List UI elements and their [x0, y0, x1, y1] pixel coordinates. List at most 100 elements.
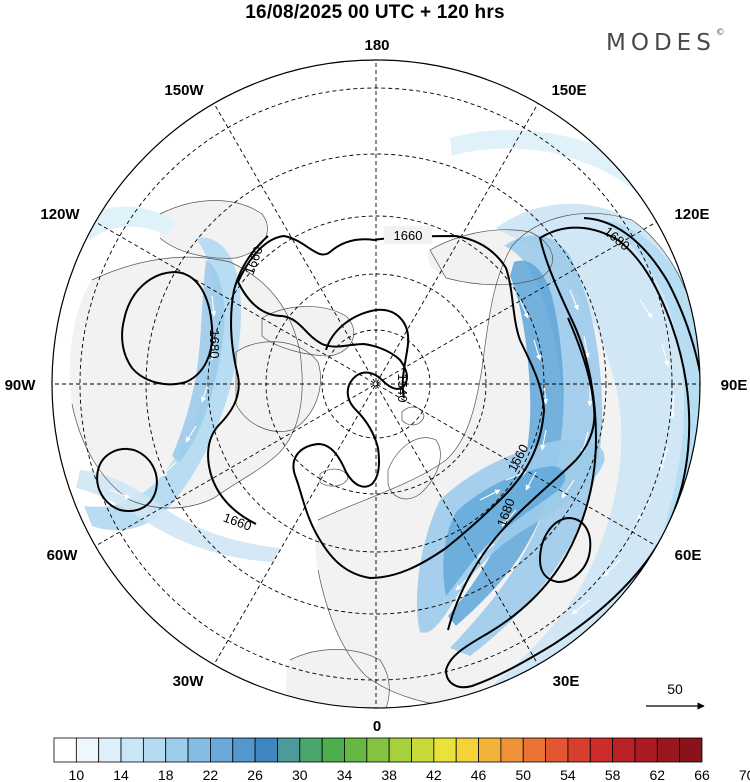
- wind-vector: [479, 489, 501, 501]
- colorbar-swatch: [254, 737, 278, 763]
- coast-arctic-islands: [261, 306, 355, 357]
- meridian-150: [211, 99, 541, 669]
- meridian-120: [91, 219, 661, 549]
- colorbar-label: 70: [739, 767, 750, 782]
- graticule: [52, 60, 700, 708]
- wind-vector: [209, 339, 216, 361]
- colorbar-swatch: [656, 737, 681, 763]
- coast-greenland: [235, 341, 321, 432]
- coast-iceland: [319, 468, 349, 487]
- colorbar-label: 18: [158, 767, 174, 782]
- colorbar-label: 22: [203, 767, 219, 782]
- wind-vector: [109, 489, 131, 499]
- wind-vector: [571, 599, 591, 615]
- colorbar-swatch: [679, 737, 703, 763]
- reference-vector: 50: [646, 681, 705, 710]
- colorbar-swatch: [344, 737, 368, 763]
- wind-vector: [583, 335, 590, 359]
- lon-label-180: 180: [364, 37, 389, 54]
- colorbar-swatch: [232, 737, 256, 763]
- jet-north-america: [84, 237, 242, 531]
- colorbar: [53, 737, 703, 763]
- colorbar-swatch: [187, 737, 211, 763]
- colorbar-label: 58: [605, 767, 621, 782]
- height-contours: [96, 217, 700, 689]
- wind-vector: [200, 383, 209, 403]
- coastlines: [71, 200, 700, 708]
- map-border: [51, 59, 701, 709]
- jet-asia-core: [448, 260, 564, 626]
- land-alaska: [160, 200, 268, 259]
- jet-beringia: [450, 129, 660, 196]
- colorbar-swatch: [612, 737, 636, 763]
- colorbar-swatch: [500, 737, 524, 763]
- colorbar-swatch: [522, 737, 546, 763]
- wind-vector: [533, 339, 542, 361]
- jet-asia-inner: [450, 235, 603, 656]
- colorbar-swatch: [433, 737, 457, 763]
- wind-vector: [540, 429, 547, 451]
- coast-siberia: [429, 229, 553, 286]
- colorbar-label: 42: [426, 767, 442, 782]
- wind-vector: [501, 509, 517, 527]
- coast-eurasia: [317, 213, 700, 521]
- meridian-60: [91, 219, 661, 549]
- contour-1680-na-loop: [121, 270, 214, 386]
- land-africa: [285, 649, 390, 708]
- lon-label-30w: 30W: [173, 673, 205, 690]
- colorbar-label: 62: [650, 767, 666, 782]
- contour-label-1540: 1540: [395, 374, 410, 403]
- coast-svalbard: [401, 406, 425, 426]
- wind-vector: [569, 289, 579, 311]
- lon-label-120w: 120W: [40, 206, 80, 223]
- colorbar-swatch: [98, 737, 122, 763]
- contour-1660-atl-loop: [96, 448, 158, 512]
- coast-scandinavia: [387, 437, 441, 500]
- colorbar-swatch: [366, 737, 390, 763]
- colorbar-label: 46: [471, 767, 487, 782]
- contour-1660-west: [207, 235, 269, 525]
- colorbar-label: 38: [381, 767, 397, 782]
- wind-vector: [559, 161, 581, 171]
- lon-label-150e: 150E: [551, 82, 586, 99]
- colorbar-swatch: [634, 737, 658, 763]
- land-arctic-archipelago: [262, 306, 354, 356]
- wind-vector: [603, 559, 621, 577]
- modes-logo: MODES©: [606, 28, 725, 56]
- colorbar-label: 30: [292, 767, 308, 782]
- map-title: 16/08/2025 00 UTC + 120 hrs: [245, 2, 505, 23]
- colorbar-label: 10: [69, 767, 85, 782]
- jet-atlantic: [76, 470, 280, 562]
- colorbar-swatch: [545, 737, 569, 763]
- wind-vector: [210, 295, 217, 317]
- jet-pacific: [80, 206, 176, 240]
- colorbar-label: 50: [515, 767, 531, 782]
- lon-label-120e: 120E: [674, 206, 709, 223]
- contour-label-1680: 1680: [207, 330, 222, 359]
- jet-far-east: [600, 220, 700, 534]
- colorbar-swatch: [120, 737, 144, 763]
- colorbar-label: 34: [337, 767, 353, 782]
- colorbar-swatch: [455, 737, 479, 763]
- colorbar-swatch: [75, 737, 100, 763]
- colorbar-swatch: [142, 737, 167, 763]
- colorbar-label: 26: [247, 767, 263, 782]
- reference-vector-label: 50: [667, 681, 683, 697]
- colorbar-label: 66: [694, 767, 710, 782]
- wind-vector: [659, 447, 669, 471]
- contour-label-1660: 1660: [394, 228, 423, 243]
- lon-label-90w: 90W: [5, 377, 37, 394]
- wind-vector: [199, 519, 223, 529]
- colorbar-swatch: [567, 737, 591, 763]
- wind-vector: [519, 299, 529, 319]
- colorbar-label: 14: [113, 767, 129, 782]
- colorbar-swatch: [388, 737, 412, 763]
- coast-africa: [289, 649, 390, 708]
- lon-label-60e: 60E: [675, 547, 702, 564]
- colorbar-label: 54: [560, 767, 576, 782]
- jet-north-america-core: [172, 260, 225, 462]
- colorbar-swatch: [53, 737, 77, 763]
- longitude-labels: 180 150E 120E 90E 60E 30E 0 30W 60W 90W …: [5, 37, 748, 735]
- contour-1680-caspian-loop: [538, 516, 592, 584]
